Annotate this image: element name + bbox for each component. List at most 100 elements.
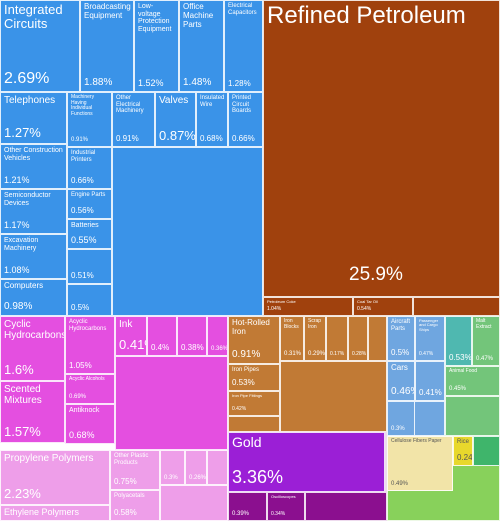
value-label: 0.87% xyxy=(159,128,196,143)
tile: Iron Pipes 0.53% xyxy=(228,364,280,391)
region xyxy=(305,492,387,521)
tile-label: Antiknock xyxy=(69,407,100,414)
value-label: 0.17% xyxy=(330,351,345,357)
value-label: 0.47% xyxy=(476,356,494,362)
value-label: 0.45% xyxy=(449,386,467,392)
tile: 0.4% xyxy=(147,316,177,356)
tile-label: Polyacetals xyxy=(114,493,145,499)
tile-label: Cellulose Fibers Paper xyxy=(391,438,442,444)
tile: Broadcasting Equipment 1.88% xyxy=(80,0,134,92)
value-label: 1.08% xyxy=(4,265,30,275)
value-label: 1.21% xyxy=(4,175,30,185)
value-label: 0.51% xyxy=(71,271,94,280)
tile-label: Acyclic Alcohols xyxy=(69,376,105,382)
tile-label: Office Machine Parts xyxy=(183,2,214,29)
tile: Machinery Having Individual Functions 0.9… xyxy=(67,92,112,147)
tile: Malt Extract 0.47% xyxy=(472,316,500,366)
region xyxy=(207,450,228,485)
tile: Polyacetals 0.58% xyxy=(110,490,160,521)
tile-label: Low-voltage Protection Equipment xyxy=(138,3,172,34)
tile: 0.5% xyxy=(67,284,112,316)
value-label: 0.38% xyxy=(181,343,204,352)
tile-label: Other Construction Vehicles xyxy=(4,147,63,162)
region xyxy=(115,356,228,450)
value-label: 1.52% xyxy=(138,78,164,88)
tile: Cars 0.46% xyxy=(387,361,415,401)
tile-label: Other Plastic Products xyxy=(114,453,149,466)
tile: Electrical Capacitors 1.28% xyxy=(224,0,263,92)
value-label: 1.05% xyxy=(69,361,92,370)
tile-label: Integrated Circuits xyxy=(4,2,63,32)
tile-label: Telephones xyxy=(4,95,56,106)
tile-label: Oscilloscopes xyxy=(271,494,296,499)
tile: Insulated Wire 0.68% xyxy=(196,92,228,147)
tile-label: Valves xyxy=(159,95,189,106)
value-label: 0.66% xyxy=(71,176,94,185)
tile-label: Iron Pipes xyxy=(232,367,260,373)
tile-label: Electrical Capacitors xyxy=(228,3,257,16)
value-label: 0.91% xyxy=(232,349,261,360)
tile: Scrap Iron 0.29% xyxy=(304,316,326,361)
tile: Rice 0.24% xyxy=(453,436,473,466)
value-label: 1.88% xyxy=(84,77,113,88)
tile: Antiknock 0.68% xyxy=(65,404,115,444)
tile: Industrial Printers 0.66% xyxy=(67,147,112,189)
value-label: 1.48% xyxy=(183,77,212,88)
tile: 0.39% xyxy=(228,492,267,521)
value-label: 0.26% xyxy=(189,475,207,481)
region xyxy=(280,361,387,432)
tile-label: Iron Blocks xyxy=(284,318,299,330)
region xyxy=(445,396,500,436)
value-label: 1.27% xyxy=(4,125,41,140)
tile: Acyclic Alcohols 0.69% xyxy=(65,374,115,404)
tile-label: Ethylene Polymers xyxy=(4,507,80,517)
tile-label: Industrial Printers xyxy=(71,150,96,163)
value-label: 0.56% xyxy=(71,206,94,215)
tile-label: Printed Circuit Boards xyxy=(232,95,252,115)
tile-label: Refined Petroleum xyxy=(267,2,466,29)
tile-label: Passenger and Cargo Ships xyxy=(419,318,439,332)
tile: Gold 3.36% xyxy=(228,432,385,492)
tile: Propylene Polymers 2.23% xyxy=(0,450,110,505)
value-label: 0.68% xyxy=(200,134,223,143)
value-label: 0.53% xyxy=(232,378,255,387)
tile: Excavation Machinery 1.08% xyxy=(0,234,67,279)
tile: Other Construction Vehicles 1.21% xyxy=(0,144,67,189)
tile: Telephones 1.27% xyxy=(0,92,67,144)
value-label: 1.28% xyxy=(228,79,251,88)
tile-label: Malt Extract xyxy=(476,318,492,330)
tile-label: Broadcasting Equipment xyxy=(84,2,131,20)
value-label: 0.75% xyxy=(114,477,137,486)
tile: 0.36% xyxy=(207,316,228,356)
tile-label: Semiconductor Devices xyxy=(4,192,51,207)
tile: Low-voltage Protection Equipment 1.52% xyxy=(134,0,179,92)
value-label: 0.5% xyxy=(391,348,410,357)
tile-label: Engine Parts xyxy=(71,192,106,198)
tile-label: Propylene Polymers xyxy=(4,453,94,464)
tile: Petroleum Coke 1.04% xyxy=(263,297,353,316)
tile: Valves 0.87% xyxy=(155,92,196,147)
value-label: 0.34% xyxy=(271,511,286,517)
region xyxy=(413,297,500,316)
tile-label: Insulated Wire xyxy=(200,95,225,108)
tile: 0.53% xyxy=(445,316,472,366)
tile-label: Iron Pipe Fittings xyxy=(232,393,263,398)
tile-label: Excavation Machinery xyxy=(4,237,39,252)
tile-label: Gold xyxy=(232,434,262,450)
value-label: 1.17% xyxy=(4,220,30,230)
value-label: 2.23% xyxy=(4,486,41,501)
tile: Other Electrical Machinery 0.91% xyxy=(112,92,155,147)
value-label: 0.31% xyxy=(284,351,302,357)
tile: Iron Pipe Fittings 0.42% xyxy=(228,391,280,416)
tile-label: Other Electrical Machinery xyxy=(116,95,144,115)
tile: 0.41% xyxy=(415,361,445,401)
tile: Integrated Circuits 2.69% xyxy=(0,0,80,92)
value-label: 0.91% xyxy=(116,134,139,143)
value-label: 0.24% xyxy=(457,453,473,462)
value-label: 0.98% xyxy=(4,301,33,312)
tile-label: Scrap Iron xyxy=(308,318,322,330)
value-label: 0.49% xyxy=(391,481,409,487)
value-label: 0.66% xyxy=(232,134,255,143)
value-label: 0.41% xyxy=(419,388,442,397)
